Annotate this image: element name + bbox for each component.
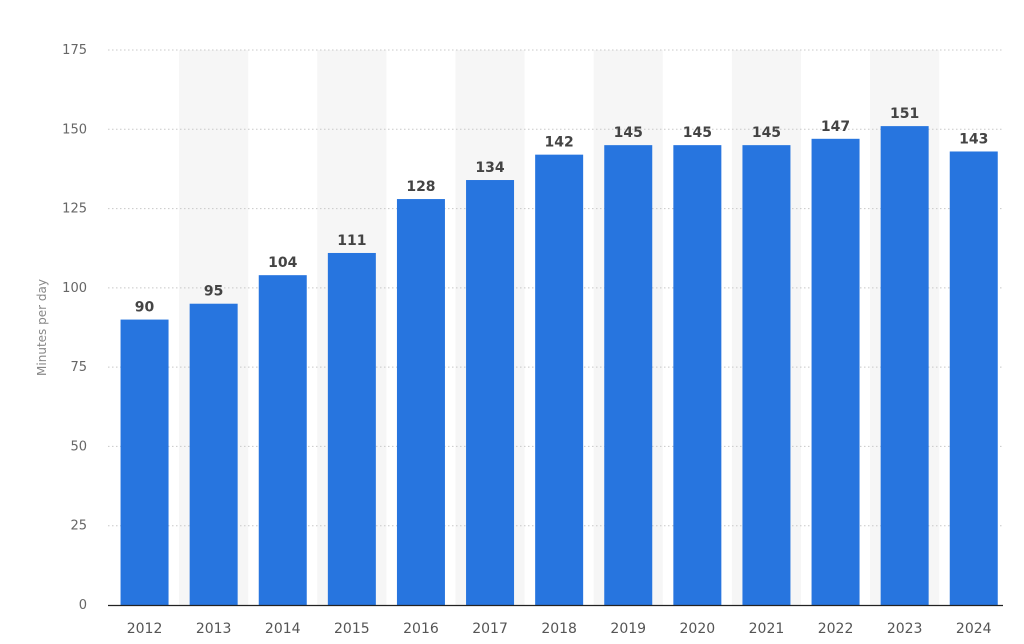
bar-2023[interactable] <box>880 126 929 605</box>
x-tick-label: 2015 <box>334 621 370 637</box>
bar-2022[interactable] <box>811 138 860 606</box>
y-axis-title: Minutes per day <box>35 279 49 376</box>
y-axis-ticks: 0 25 50 75 100 125 150 175 <box>62 43 87 613</box>
x-tick-label: 2019 <box>610 621 646 637</box>
data-labels: 90 95 104 111 128 134 142 145 145 145 147 151 143 <box>135 106 989 315</box>
bar-2015[interactable] <box>327 252 376 605</box>
x-tick-label: 2016 <box>403 621 439 637</box>
x-axis-ticks: 2012 2013 2014 2015 2016 2017 2018 2019 2020 2021… <box>127 621 992 637</box>
bar-2018[interactable] <box>535 154 584 605</box>
bar-2012[interactable] <box>120 319 169 605</box>
y-tick-label: 0 <box>79 598 87 613</box>
data-label-2015: 111 <box>337 233 366 249</box>
y-tick-label: 100 <box>62 281 87 296</box>
data-label-2023: 151 <box>890 106 919 122</box>
bar-2019[interactable] <box>604 145 653 605</box>
data-label-2016: 128 <box>406 179 435 195</box>
data-label-2020: 145 <box>683 125 712 141</box>
y-tick-label: 125 <box>62 202 87 217</box>
y-tick-label: 25 <box>70 519 87 534</box>
x-tick-label: 2022 <box>818 621 854 637</box>
gridlines <box>108 49 1003 527</box>
x-tick-label: 2020 <box>680 621 716 637</box>
bars <box>120 126 998 606</box>
x-tick-label: 2023 <box>887 621 923 637</box>
bar-2017[interactable] <box>466 180 515 605</box>
y-tick-label: 150 <box>62 122 87 137</box>
x-tick-label: 2021 <box>749 621 785 637</box>
y-tick-label: 175 <box>62 43 87 58</box>
data-label-2018: 142 <box>545 135 574 151</box>
data-label-2017: 134 <box>475 160 504 176</box>
bar-2016[interactable] <box>396 199 445 606</box>
y-tick-label: 75 <box>70 360 87 375</box>
data-label-2021: 145 <box>752 125 781 141</box>
data-label-2014: 104 <box>268 255 297 271</box>
y-tick-label: 50 <box>70 439 87 454</box>
data-label-2019: 145 <box>614 125 643 141</box>
bar-2020[interactable] <box>673 145 722 605</box>
x-tick-label: 2014 <box>265 621 301 637</box>
bar-2021[interactable] <box>742 145 791 605</box>
data-label-2022: 147 <box>821 119 850 135</box>
data-label-2012: 90 <box>135 300 155 316</box>
x-tick-label: 2013 <box>196 621 232 637</box>
data-label-2013: 95 <box>204 284 223 300</box>
bar-2013[interactable] <box>189 303 238 605</box>
x-tick-label: 2012 <box>127 621 163 637</box>
x-tick-label: 2018 <box>541 621 577 637</box>
data-label-2024: 143 <box>959 131 988 147</box>
bar-2014[interactable] <box>258 275 307 605</box>
x-tick-label: 2024 <box>956 621 992 637</box>
x-tick-label: 2017 <box>472 621 508 637</box>
bar-2024[interactable] <box>949 151 998 605</box>
